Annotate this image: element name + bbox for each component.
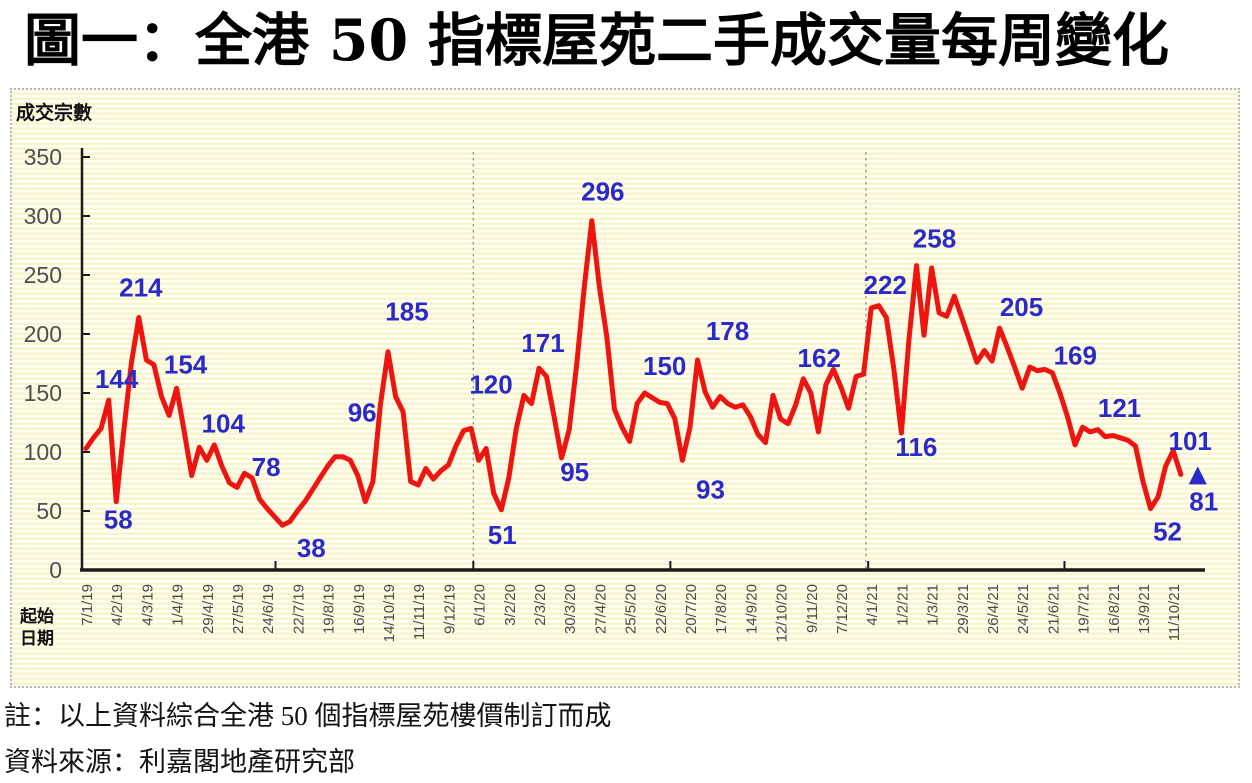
y-tick-label: 150: [24, 380, 62, 406]
y-tick-label: 50: [36, 498, 62, 524]
x-tick-label: 3/2/20: [502, 584, 519, 626]
x-tick-label: 4/2/19: [109, 584, 126, 626]
point-label: 214: [119, 272, 163, 302]
point-label: 104: [202, 408, 246, 438]
point-label: 52: [1153, 517, 1182, 547]
x-tick-label: 7/1/19: [79, 584, 96, 626]
x-tick-label: 26/4/21: [985, 584, 1002, 634]
point-label: 96: [348, 398, 377, 428]
point-label: 162: [798, 343, 841, 373]
x-tick-label: 1/3/21: [925, 584, 942, 626]
y-tick-label: 350: [24, 144, 62, 170]
y-tick-label: 300: [24, 203, 62, 229]
x-tick-label: 20/7/20: [683, 584, 700, 634]
x-tick-label: 11/11/19: [411, 584, 428, 640]
y-tick-label: 200: [24, 321, 62, 347]
y-axis-title: 成交宗數: [16, 103, 93, 124]
y-tick-label: 250: [24, 262, 62, 288]
y-tick-label: 0: [49, 557, 62, 583]
x-tick-label: 16/8/21: [1106, 584, 1123, 634]
x-axis-title-line1: 起始: [20, 607, 54, 626]
point-label: 205: [1000, 292, 1043, 322]
x-tick-label: 30/3/20: [562, 584, 579, 634]
x-tick-label: 7/12/20: [834, 584, 851, 634]
x-tick-label: 29/3/21: [955, 584, 972, 634]
point-label: 258: [913, 224, 956, 254]
point-label: 296: [581, 177, 624, 207]
x-tick-label: 19/7/21: [1076, 584, 1093, 634]
x-tick-label: 1/4/19: [170, 584, 187, 626]
point-label: 51: [488, 520, 517, 550]
point-label: 222: [864, 270, 907, 300]
x-tick-label: 16/9/19: [351, 584, 368, 634]
point-label: 38: [297, 533, 326, 563]
x-tick-label: 25/5/20: [623, 584, 640, 634]
x-tick-label: 4/3/19: [139, 584, 156, 626]
x-axis-title: 起始 日期: [20, 606, 54, 650]
point-label: 120: [469, 369, 512, 399]
point-label: 150: [643, 351, 686, 381]
x-tick-label: 22/7/19: [290, 584, 307, 634]
point-label: 81: [1189, 486, 1218, 516]
x-tick-label: 12/10/20: [774, 584, 791, 642]
x-tick-label: 9/11/20: [804, 584, 821, 633]
point-label: 121: [1098, 393, 1141, 423]
point-label: 185: [385, 297, 428, 327]
point-label: 93: [696, 474, 725, 504]
point-label: 178: [706, 316, 749, 346]
source-note: 資料來源：利嘉閣地產研究部: [4, 747, 355, 777]
x-tick-label: 14/10/19: [381, 584, 398, 642]
x-tick-label: 14/9/20: [743, 584, 760, 634]
x-tick-label: 11/10/21: [1166, 584, 1183, 641]
point-label: 169: [1054, 341, 1097, 371]
point-label: 171: [521, 328, 564, 358]
chart-panel: [10, 88, 1240, 688]
series-line: [83, 218, 1184, 528]
x-tick-label: 1/2/21: [894, 584, 911, 626]
x-tick-label: 17/8/20: [713, 584, 730, 634]
x-tick-label: 19/8/19: [321, 584, 338, 634]
x-tick-label: 13/9/21: [1136, 584, 1153, 634]
x-tick-label: 29/4/19: [200, 584, 217, 634]
x-tick-label: 24/5/21: [1015, 584, 1032, 634]
x-tick-label: 21/6/21: [1045, 584, 1062, 634]
point-label: 154: [164, 349, 208, 379]
x-axis-title-line2: 日期: [20, 629, 54, 648]
x-tick-label: 27/4/20: [592, 584, 609, 634]
x-tick-label: 2/3/20: [532, 584, 549, 626]
point-label: 144: [95, 364, 139, 394]
point-label: 78: [252, 452, 281, 482]
footnote: 註：以上資料綜合全港 50 個指標屋苑樓價制訂而成: [4, 701, 612, 731]
chart-title: 圖一：全港 50 指標屋苑二手成交量每周變化: [24, 7, 1170, 74]
y-tick-label: 100: [24, 439, 62, 465]
point-label: 116: [895, 432, 937, 462]
x-tick-label: 6/1/20: [472, 584, 489, 626]
x-tick-label: 24/6/19: [260, 584, 277, 634]
x-tick-label: 9/12/19: [441, 584, 458, 634]
point-label: 101: [1169, 426, 1212, 456]
latest-point-triangle-icon: [1188, 466, 1207, 485]
point-label: 58: [104, 505, 133, 535]
x-tick-label: 4/1/21: [864, 584, 881, 626]
point-label: 95: [560, 457, 589, 487]
x-tick-label: 22/6/20: [653, 584, 670, 634]
x-tick-label: 27/5/19: [230, 584, 247, 634]
